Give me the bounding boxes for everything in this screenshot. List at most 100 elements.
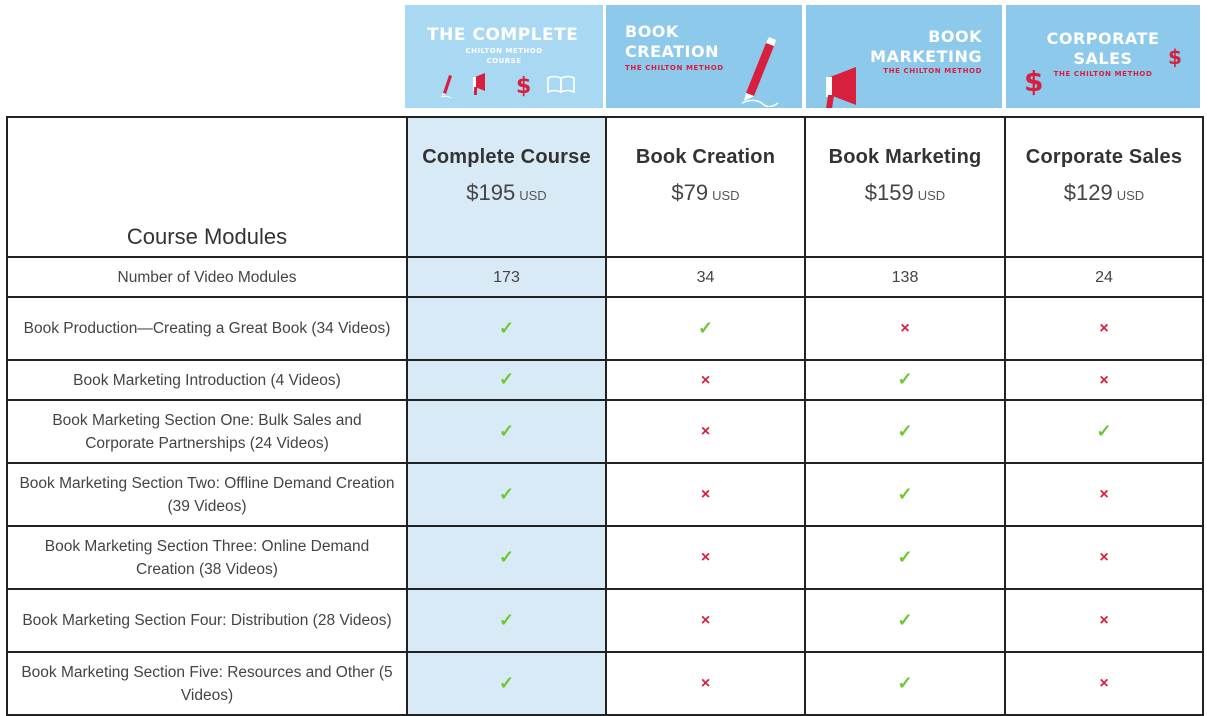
row-label: Book Marketing Section One: Bulk Sales a…	[6, 399, 408, 464]
row-label: Book Marketing Section Four: Distributio…	[6, 588, 408, 653]
x-mark-icon: ×	[1099, 612, 1109, 629]
video-count: 173	[406, 256, 607, 298]
banner-icons: $	[440, 73, 575, 99]
row-label: Number of Video Modules	[6, 256, 408, 298]
banner-subtitle: THE CHILTON METHOD	[1053, 70, 1153, 78]
x-mark-icon: ×	[1099, 675, 1109, 692]
banner-subtitle: CHILTON METHOD	[465, 47, 543, 55]
plan-name: Complete Course	[422, 145, 591, 168]
excluded-cell: ×	[1004, 296, 1204, 361]
banner-book-creation[interactable]: BOOK CREATION THE CHILTON METHOD	[606, 5, 802, 108]
dollar-icon: $	[1168, 45, 1182, 69]
banner-title-line2: SALES	[1073, 49, 1133, 68]
included-cell: ✓	[406, 525, 607, 590]
checkmark-icon: ✓	[498, 483, 515, 504]
table-row: Book Marketing Introduction (4 Videos) ✓ ×…	[6, 359, 1204, 401]
video-count: 34	[605, 256, 806, 298]
excluded-cell: ×	[605, 462, 806, 527]
included-cell: ✓	[804, 462, 1006, 527]
banner-title-line1: CORPORATE	[1046, 29, 1160, 48]
plan-name: Book Marketing	[828, 145, 982, 168]
x-mark-icon: ×	[1099, 486, 1109, 503]
x-mark-icon: ×	[700, 549, 711, 566]
x-mark-icon: ×	[1099, 549, 1109, 566]
dollar-icon: $	[1024, 65, 1043, 97]
banner-subtitle: THE CHILTON METHOD	[625, 64, 724, 72]
excluded-cell: ×	[605, 525, 806, 590]
included-cell: ✓	[804, 399, 1006, 464]
banner-title-line1: BOOK	[928, 27, 982, 46]
course-comparison-table: Course Modules Complete Course $195 USD Bo…	[6, 116, 1204, 716]
plan-header[interactable]: Corporate Sales $129 USD	[1004, 116, 1204, 258]
plan-name: Corporate Sales	[1025, 145, 1183, 168]
checkmark-icon: ✓	[897, 546, 913, 567]
svg-text:$: $	[516, 74, 531, 99]
excluded-cell: ×	[605, 588, 806, 653]
book-icon	[547, 75, 575, 94]
excluded-cell: ×	[1004, 462, 1204, 527]
checkmark-icon: ✓	[498, 609, 515, 630]
included-cell: ✓	[406, 359, 607, 401]
banner-subtitle: COURSE	[486, 57, 522, 65]
checkmark-icon: ✓	[697, 317, 714, 338]
checkmark-icon: ✓	[498, 672, 515, 693]
table-row: Book Production—Creating a Great Book (3…	[6, 296, 1204, 361]
checkmark-icon: ✓	[498, 546, 515, 567]
plan-header[interactable]: Book Creation $79 USD	[605, 116, 806, 258]
included-cell: ✓	[406, 296, 607, 361]
plan-header[interactable]: Book Marketing $159 USD	[804, 116, 1006, 258]
excluded-cell: ×	[1004, 359, 1204, 401]
megaphone-icon	[473, 73, 485, 95]
banner-title: THE COMPLETE	[427, 25, 579, 45]
included-cell: ✓	[804, 588, 1006, 653]
row-label: Book Marketing Introduction (4 Videos)	[6, 359, 408, 401]
dollar-icon: $	[516, 74, 531, 99]
banner-corporate-sales[interactable]: CORPORATE SALES THE CHILTON METHOD $ $	[1006, 5, 1200, 108]
x-mark-icon: ×	[700, 486, 711, 503]
x-mark-icon: ×	[700, 423, 711, 440]
table-row: Book Marketing Section Three: Online Dem…	[6, 525, 1204, 590]
checkmark-icon: ✓	[498, 369, 515, 389]
table-row: Book Marketing Section One: Bulk Sales a…	[6, 399, 1204, 464]
excluded-cell: ×	[1004, 588, 1204, 653]
table-row: Book Marketing Section Two: Offline Dema…	[6, 462, 1204, 527]
x-mark-icon: ×	[700, 371, 711, 389]
megaphone-icon	[826, 67, 856, 108]
included-cell: ✓	[804, 651, 1006, 716]
plan-header[interactable]: Complete Course $195 USD	[406, 116, 607, 258]
excluded-cell: ×	[605, 651, 806, 716]
table-row: Book Marketing Section Four: Distributio…	[6, 588, 1204, 653]
svg-text:$: $	[1024, 65, 1043, 97]
x-mark-icon: ×	[700, 675, 711, 692]
row-label: Book Marketing Section Five: Resources a…	[6, 651, 408, 716]
table-row: Book Marketing Section Five: Resources a…	[6, 651, 1204, 716]
video-count: 138	[804, 256, 1006, 298]
x-mark-icon: ×	[900, 320, 910, 337]
plan-price: $159 USD	[864, 179, 946, 205]
banner-subtitle: THE CHILTON METHOD	[883, 67, 982, 75]
checkmark-icon: ✓	[1096, 420, 1112, 441]
checkmark-icon: ✓	[897, 483, 913, 504]
plan-price: $195 USD	[466, 179, 547, 205]
banner-title-line2: CREATION	[625, 42, 719, 61]
plan-price: $79 USD	[671, 179, 740, 205]
checkmark-icon: ✓	[897, 420, 913, 441]
checkmark-icon: ✓	[897, 609, 913, 630]
included-cell: ✓	[1004, 399, 1204, 464]
included-cell: ✓	[406, 399, 607, 464]
x-mark-icon: ×	[1099, 371, 1109, 389]
excluded-cell: ×	[605, 359, 806, 401]
checkmark-icon: ✓	[498, 420, 515, 441]
included-cell: ✓	[605, 296, 806, 361]
banner-book-marketing[interactable]: BOOK MARKETING THE CHILTON METHOD	[806, 5, 1002, 108]
plan-name: Book Creation	[635, 145, 776, 168]
included-cell: ✓	[804, 359, 1006, 401]
excluded-cell: ×	[1004, 651, 1204, 716]
checkmark-icon: ✓	[897, 369, 913, 389]
included-cell: ✓	[406, 462, 607, 527]
included-cell: ✓	[406, 651, 607, 716]
pen-icon	[741, 37, 779, 107]
banner-title-line2: MARKETING	[870, 47, 982, 66]
included-cell: ✓	[406, 588, 607, 653]
banner-complete-course[interactable]: THE COMPLETE CHILTON METHOD COURSE $	[405, 5, 603, 108]
